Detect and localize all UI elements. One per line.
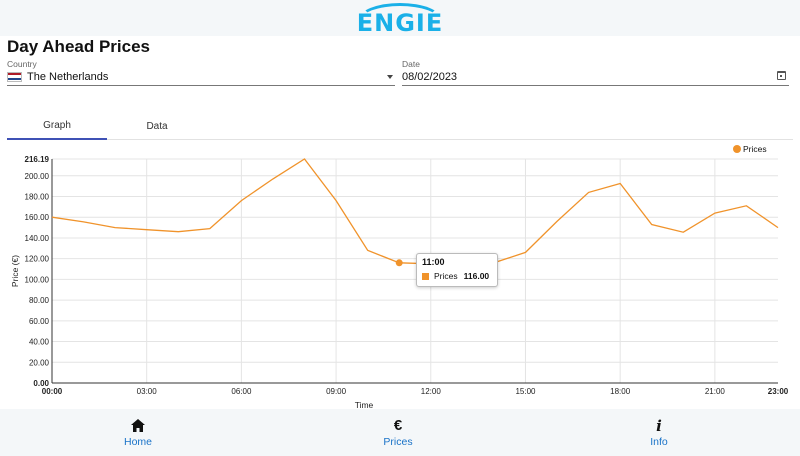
nav-prices[interactable]: € Prices — [343, 409, 453, 456]
legend-label: Prices — [743, 144, 767, 154]
home-icon — [131, 418, 145, 434]
date-label: Date — [402, 59, 420, 69]
hover-point — [395, 259, 403, 267]
y-axis-title: Price (€) — [10, 255, 20, 287]
x-axis-title: Time — [355, 400, 374, 410]
tab-graph-label: Graph — [43, 119, 71, 131]
y-tick-label: 160.00 — [25, 213, 50, 222]
y-tick-label: 60.00 — [29, 317, 50, 326]
x-tick-label: 18:00 — [610, 387, 631, 396]
logo-arc — [358, 3, 442, 37]
date-input[interactable]: 08/02/2023 — [402, 68, 789, 86]
country-select[interactable]: The Netherlands — [7, 68, 395, 86]
engie-logo: ENGIE — [352, 0, 448, 37]
logo-text: ENGIE — [356, 9, 444, 37]
x-tick-label: 21:00 — [705, 387, 726, 396]
y-tick-label: 216.19 — [25, 155, 50, 164]
y-tick-label: 200.00 — [25, 172, 50, 181]
y-tick-label: 100.00 — [25, 275, 50, 284]
chevron-down-icon[interactable] — [387, 75, 393, 79]
y-tick-label: 20.00 — [29, 358, 50, 367]
netherlands-flag-icon — [7, 71, 22, 82]
y-tick-label: 120.00 — [25, 255, 50, 264]
x-tick-label: 09:00 — [326, 387, 347, 396]
flag-stripe-white — [8, 75, 21, 78]
tooltip-time: 11:00 — [422, 257, 445, 267]
euro-icon: € — [393, 417, 403, 434]
nav-prices-label: Prices — [383, 435, 413, 448]
country-label: Country — [7, 59, 37, 69]
nav-home[interactable]: Home — [83, 409, 193, 456]
x-tick-label: 12:00 — [421, 387, 442, 396]
x-tick-label: 03:00 — [137, 387, 158, 396]
chart-legend[interactable]: Prices — [733, 144, 767, 154]
page-title: Day Ahead Prices — [7, 37, 150, 56]
y-tick-label: 140.00 — [25, 234, 50, 243]
legend-swatch — [733, 145, 741, 153]
tab-bar: Graph Data — [7, 112, 793, 140]
tooltip-swatch — [422, 272, 429, 280]
chart-tooltip: 11:00 Prices 116.00 — [416, 253, 498, 287]
top-bar: ENGIE — [0, 0, 800, 37]
y-tick-label: 0.00 — [33, 379, 49, 388]
tab-data-label: Data — [146, 120, 168, 132]
x-tick-label: 06:00 — [231, 387, 252, 396]
prices-series-line — [51, 158, 779, 265]
price-chart[interactable]: 0.00 20.00 40.00 60.00 80.00 100.00 120.00 140.… — [0, 142, 800, 410]
nav-info-label: Info — [650, 435, 668, 448]
bottom-nav: Home € Prices i Info — [0, 409, 800, 456]
country-value: The Netherlands — [27, 70, 109, 83]
x-tick-label: 00:00 — [42, 387, 63, 396]
date-value: 08/02/2023 — [402, 70, 458, 83]
y-tick-label: 80.00 — [29, 296, 50, 305]
info-icon: i — [656, 416, 662, 435]
x-tick-label: 23:00 — [768, 387, 789, 396]
flag-stripe-blue — [8, 77, 21, 81]
tab-data[interactable]: Data — [107, 112, 207, 140]
x-tick-label: 15:00 — [515, 387, 536, 396]
tooltip-series: Prices — [434, 271, 458, 281]
tab-graph[interactable]: Graph — [7, 112, 107, 140]
calendar-icon[interactable] — [777, 71, 786, 80]
nav-home-label: Home — [123, 435, 152, 448]
y-tick-label: 40.00 — [29, 338, 50, 347]
tooltip-value: 116.00 — [463, 271, 490, 281]
tooltip-row: Prices 116.00 — [422, 271, 492, 281]
flag-stripe-red — [8, 72, 21, 76]
nav-info[interactable]: i Info — [604, 409, 714, 456]
y-tick-label: 180.00 — [25, 192, 50, 201]
